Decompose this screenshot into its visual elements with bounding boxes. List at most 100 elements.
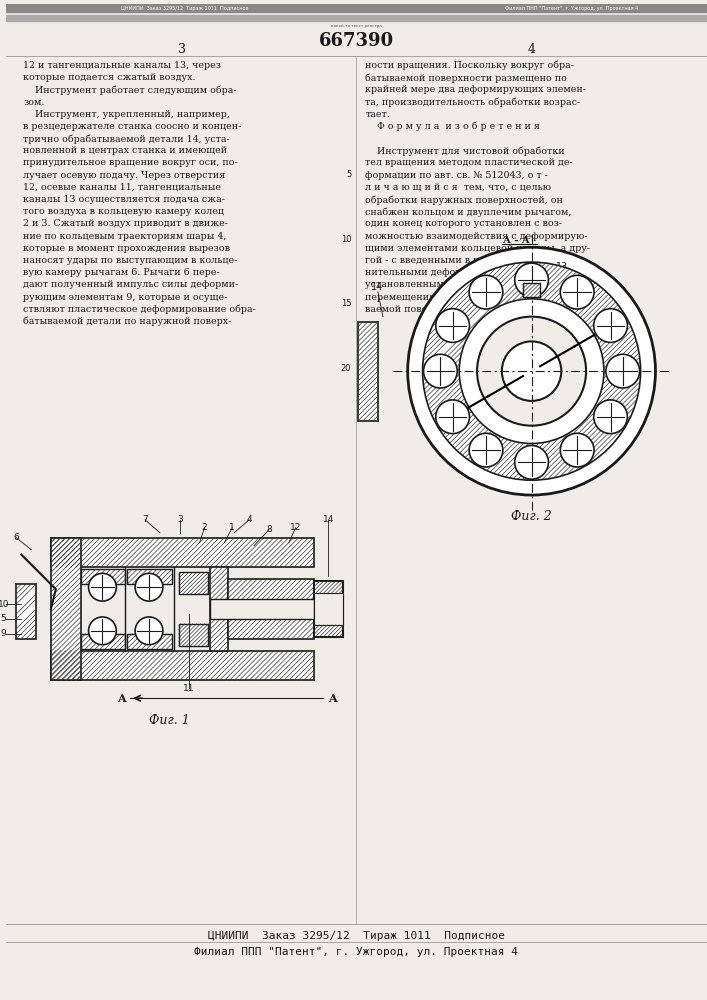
Text: Фиг. 1: Фиг. 1 — [149, 714, 190, 727]
Text: ЦНИИПИ  Заказ 3295/12  Тираж 1011  Подписное: ЦНИИПИ Заказ 3295/12 Тираж 1011 Подписно… — [121, 6, 248, 11]
Circle shape — [594, 400, 627, 434]
Text: перемещения перпендикулярно обрабаты-: перемещения перпендикулярно обрабаты- — [365, 293, 583, 302]
Text: батываемой детали по наружной поверх-: батываемой детали по наружной поверх- — [23, 317, 231, 326]
Text: тел вращения методом пластической де-: тел вращения методом пластической де- — [365, 158, 573, 167]
Bar — [179, 624, 209, 646]
Text: A: A — [328, 693, 337, 704]
Text: трично обрабатываемой детали 14, уста-: трично обрабатываемой детали 14, уста- — [23, 134, 230, 144]
Text: вую камеру рычагам 6. Рычаги 6 пере-: вую камеру рычагам 6. Рычаги 6 пере- — [23, 268, 220, 277]
Text: 4: 4 — [246, 515, 252, 524]
Text: установленными в кольце с возможностью: установленными в кольце с возможностью — [365, 280, 583, 289]
Circle shape — [515, 263, 549, 297]
Text: ние по кольцевым траекториям шары 4,: ние по кольцевым траекториям шары 4, — [23, 232, 226, 241]
Bar — [127, 569, 172, 584]
Circle shape — [135, 573, 163, 601]
Bar — [211, 567, 228, 651]
Text: 14: 14 — [322, 515, 334, 524]
Text: в резцедержателе станка соосно и концен-: в резцедержателе станка соосно и концен- — [23, 122, 242, 131]
Text: A: A — [117, 693, 125, 704]
Text: зом.: зом. — [23, 98, 45, 107]
Bar — [16, 584, 36, 639]
Circle shape — [469, 275, 503, 309]
Text: 9: 9 — [1, 629, 6, 638]
Text: нительными деформирующими элементами,: нительными деформирующими элементами, — [365, 268, 591, 277]
Circle shape — [135, 617, 163, 645]
Circle shape — [594, 309, 627, 342]
Bar — [51, 538, 313, 567]
Bar — [313, 593, 344, 625]
Text: 13: 13 — [556, 262, 568, 272]
Text: снабжен кольцом и двуплечим рычагом,: снабжен кольцом и двуплечим рычагом, — [365, 207, 571, 217]
Bar — [228, 579, 313, 639]
Text: гой - с введенными в инструмент допол-: гой - с введенными в инструмент допол- — [365, 256, 569, 265]
Text: 15: 15 — [341, 299, 351, 308]
Circle shape — [423, 354, 457, 388]
Text: л и ч а ю щ и й с я  тем, что, с целью: л и ч а ю щ и й с я тем, что, с целью — [365, 183, 551, 192]
Text: 5: 5 — [1, 614, 6, 623]
Text: крайней мере два деформирующих элемен-: крайней мере два деформирующих элемен- — [365, 85, 586, 94]
Text: А - А: А - А — [503, 236, 530, 245]
Text: 5: 5 — [346, 170, 351, 179]
Text: можностью взаимодействия с деформирую-: можностью взаимодействия с деформирую- — [365, 232, 588, 241]
Circle shape — [88, 617, 117, 645]
Text: которые в момент прохождения вырезов: которые в момент прохождения вырезов — [23, 244, 230, 253]
Text: щими элементами кольцевой камеры, а дру-: щими элементами кольцевой камеры, а дру- — [365, 244, 590, 253]
Text: Инструмент работает следующим обра-: Инструмент работает следующим обра- — [23, 85, 237, 95]
Text: 3: 3 — [177, 515, 182, 524]
Circle shape — [606, 354, 640, 388]
Bar — [211, 599, 313, 619]
Text: 6: 6 — [13, 533, 19, 542]
Text: которые подается сжатый воздух.: которые подается сжатый воздух. — [23, 73, 196, 82]
Text: 10: 10 — [0, 600, 9, 609]
Text: 7: 7 — [142, 515, 148, 524]
Text: Филиал ППП "Патент", г. Ужгород, ул. Проектная 4: Филиал ППП "Патент", г. Ужгород, ул. Про… — [194, 947, 518, 957]
Text: 4: 4 — [527, 43, 536, 56]
Text: один конец которого установлен с воз-: один конец которого установлен с воз- — [365, 219, 562, 228]
Bar — [6, 15, 707, 21]
Bar — [522, 283, 540, 297]
Text: та, производительность обработки возрас-: та, производительность обработки возрас- — [365, 98, 580, 107]
Text: Фиг. 2: Фиг. 2 — [511, 510, 552, 523]
Bar — [51, 538, 81, 680]
Text: наносят удары по выступающим в кольце-: наносят удары по выступающим в кольце- — [23, 256, 238, 265]
Text: обработки наружных поверхностей, он: обработки наружных поверхностей, он — [365, 195, 563, 205]
Text: Ф о р м у л а  и з о б р е т е н и я: Ф о р м у л а и з о б р е т е н и я — [365, 122, 540, 131]
Text: ЦНИИПИ  Заказ 3295/12  Тираж 1011  Подписное: ЦНИИПИ Заказ 3295/12 Тираж 1011 Подписно… — [208, 931, 505, 941]
Text: 1: 1 — [229, 523, 235, 532]
Circle shape — [408, 247, 655, 495]
Bar — [358, 322, 378, 421]
Circle shape — [561, 433, 594, 467]
Text: тает.: тает. — [365, 110, 390, 119]
Text: 10: 10 — [341, 235, 351, 244]
Circle shape — [502, 341, 561, 401]
Text: батываемой поверхности размещено по: батываемой поверхности размещено по — [365, 73, 567, 83]
Text: ствляют пластическое деформирование обра-: ствляют пластическое деформирование обра… — [23, 305, 256, 314]
Text: 12 и тангенциальные каналы 13, через: 12 и тангенциальные каналы 13, через — [23, 61, 221, 70]
Text: 14: 14 — [371, 282, 383, 292]
Text: того воздуха в кольцевую камеру колец: того воздуха в кольцевую камеру колец — [23, 207, 224, 216]
Text: 2: 2 — [201, 523, 207, 532]
Circle shape — [469, 433, 503, 467]
Text: формации по авт. св. № 512043, о т -: формации по авт. св. № 512043, о т - — [365, 171, 548, 180]
Text: Инструмент для чистовой обработки: Инструмент для чистовой обработки — [365, 146, 565, 156]
Circle shape — [561, 275, 594, 309]
Bar — [6, 4, 707, 12]
Text: 12: 12 — [290, 523, 301, 532]
Circle shape — [436, 400, 469, 434]
Text: Филиал ПНП "Патент", г. Ужгород, ул. Проектная 4: Филиал ПНП "Патент", г. Ужгород, ул. Про… — [505, 6, 638, 11]
Circle shape — [515, 445, 549, 479]
Text: ваемой поверхности.: ваемой поверхности. — [365, 305, 471, 314]
Bar — [51, 651, 313, 680]
Circle shape — [88, 573, 117, 601]
Bar — [81, 569, 125, 584]
Text: 8: 8 — [266, 525, 271, 534]
Text: 12, осевые каналы 11, тангенциальные: 12, осевые каналы 11, тангенциальные — [23, 183, 221, 192]
Text: какой-то текст реестра: какой-то текст реестра — [331, 24, 382, 28]
Circle shape — [477, 317, 586, 426]
Text: 667390: 667390 — [319, 32, 394, 50]
Text: лучает осевую подачу. Через отверстия: лучает осевую подачу. Через отверстия — [23, 171, 226, 180]
Text: 20: 20 — [341, 364, 351, 373]
Text: 2 и 3. Сжатый воздух приводит в движе-: 2 и 3. Сжатый воздух приводит в движе- — [23, 219, 228, 228]
Bar — [179, 572, 209, 594]
Text: дают полученный импульс силы деформи-: дают полученный импульс силы деформи- — [23, 280, 238, 289]
